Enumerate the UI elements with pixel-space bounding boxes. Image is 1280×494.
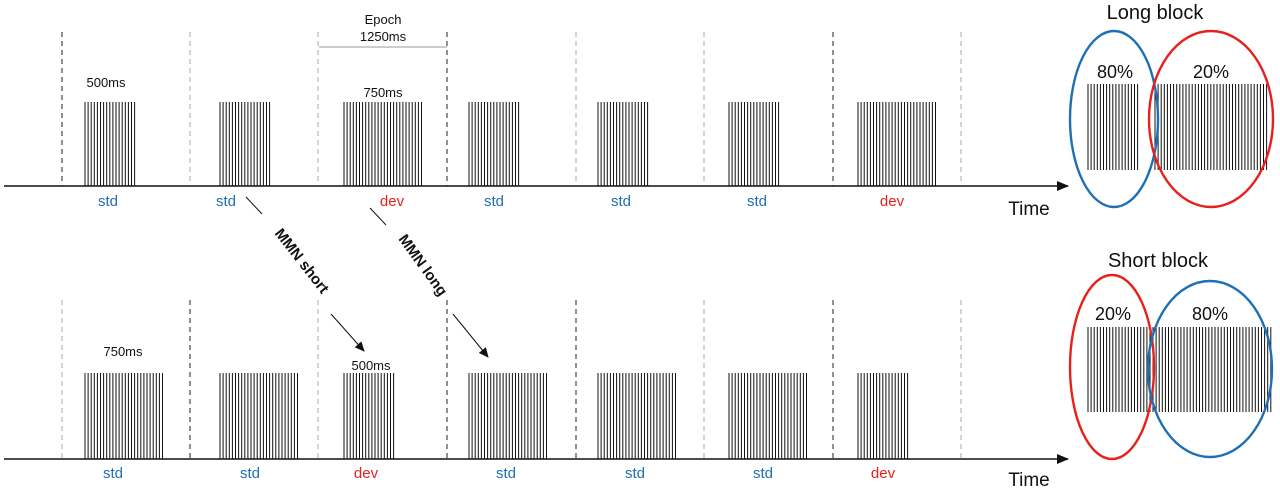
tone-burst-std — [728, 373, 807, 459]
tone-burst-std — [84, 102, 136, 186]
long-block-left-percent: 80% — [1097, 62, 1133, 82]
epoch-title: Epoch — [365, 12, 402, 27]
trial-label-dev: dev — [380, 193, 405, 210]
time-axis-label-long: Time — [1008, 199, 1050, 220]
tone-burst-std — [468, 102, 520, 186]
trial-label-std: std — [240, 465, 260, 482]
tone-burst-std — [597, 373, 676, 459]
trial-label-dev: dev — [354, 465, 379, 482]
trial-label-std: std — [216, 193, 236, 210]
trial-label-std: std — [747, 193, 767, 210]
trial-label-dev: dev — [880, 193, 905, 210]
trial-label-std: std — [611, 193, 631, 210]
block-short-std-tones — [1152, 327, 1272, 412]
mmn-long-arrow-start — [369, 207, 387, 226]
long-block-dev-ellipse — [1147, 29, 1275, 209]
tone-burst-std — [219, 373, 298, 459]
long-std-duration-label: 500ms — [86, 75, 126, 90]
trial-label-std: std — [484, 193, 504, 210]
short-block-title: Short block — [1108, 250, 1209, 272]
tone-burst-dev — [343, 373, 395, 459]
tone-burst-std — [728, 102, 780, 186]
short-block-right-percent: 80% — [1192, 304, 1228, 324]
epoch-duration: 1250ms — [360, 29, 407, 44]
mmn-short-arrow-start — [245, 196, 263, 215]
long-block-title: Long block — [1107, 2, 1205, 24]
tone-burst-std — [84, 373, 163, 459]
tone-burst-dev — [343, 102, 422, 186]
block-short-dev-tones — [1087, 327, 1151, 412]
tone-burst-std — [597, 102, 649, 186]
mmn-short-label: MMN short — [271, 225, 332, 297]
tone-burst-std — [468, 373, 547, 459]
trial-label-dev: dev — [871, 465, 896, 482]
trial-label-std: std — [103, 465, 123, 482]
time-axis-label-short: Time — [1008, 470, 1050, 489]
mmn-long-label: MMN long — [395, 231, 451, 299]
long-dev-duration-label: 750ms — [363, 85, 403, 100]
short-block-dev-ellipse — [1068, 273, 1156, 461]
short-block-left-percent: 20% — [1095, 304, 1131, 324]
long-block-std-ellipse — [1068, 29, 1160, 209]
short-std-duration-label: 750ms — [103, 344, 143, 359]
trial-label-std: std — [496, 465, 516, 482]
short-block-std-ellipse — [1146, 279, 1274, 459]
trial-label-std: std — [98, 193, 118, 210]
tone-burst-dev — [857, 373, 909, 459]
trial-label-std: std — [625, 465, 645, 482]
long-block-right-percent: 20% — [1193, 62, 1229, 82]
block-long-dev-tones — [1154, 84, 1268, 170]
tone-burst-dev — [857, 102, 936, 186]
trial-label-std: std — [753, 465, 773, 482]
mmn-short-arrow — [330, 313, 365, 352]
tone-burst-std — [219, 102, 271, 186]
block-long-std-tones — [1087, 84, 1139, 170]
short-dev-duration-label: 500ms — [351, 358, 391, 373]
mmn-long-arrow — [452, 313, 489, 358]
